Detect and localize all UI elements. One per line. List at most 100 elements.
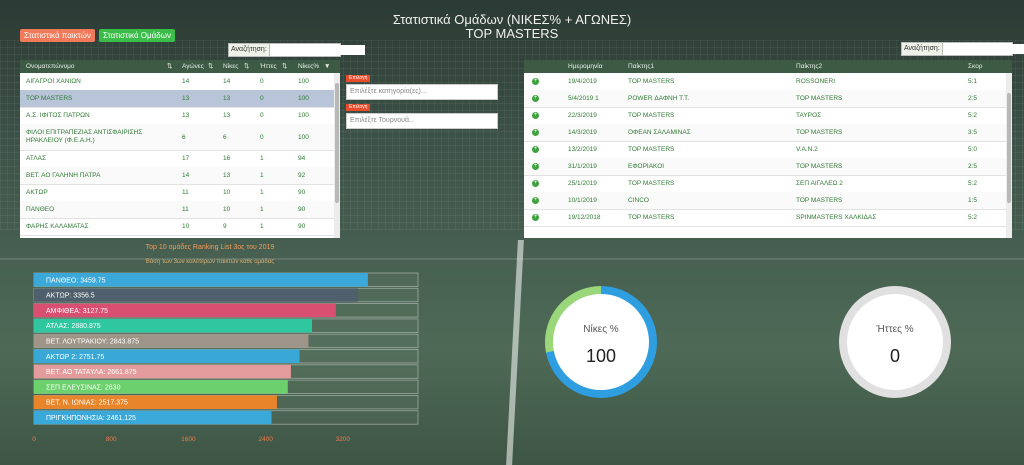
expand-row-icon[interactable]: +	[532, 180, 539, 187]
stat-cell: 100	[298, 133, 309, 141]
bar-3[interactable]	[34, 303, 336, 318]
col-wins-header[interactable]: Νίκες	[223, 63, 239, 70]
player2-cell: ΤΑΥΡΟΣ	[796, 112, 822, 119]
bar-5[interactable]	[34, 334, 309, 348]
stat-cell: 13	[223, 172, 231, 179]
teams-search-input[interactable]	[269, 45, 365, 55]
sort-icon[interactable]: ⇅	[167, 63, 173, 70]
stat-cell: 13	[182, 95, 190, 102]
player1-cell: TOP MASTERS	[628, 180, 675, 187]
table-row[interactable]: +19/4/2019 TOP MASTERS ROSSONERI 5:1	[524, 73, 1012, 91]
stat-cell: 90	[298, 206, 306, 213]
matches-search-label: Αναζήτηση:	[902, 43, 943, 55]
stat-cell: 0	[260, 95, 264, 102]
bar-9[interactable]	[34, 395, 277, 409]
stat-cell: 92	[298, 172, 306, 179]
bar-label: ΑΤΛΑΣ: 2880.875	[46, 323, 101, 330]
team-stats-button[interactable]: Στατιστικά Ομάδων	[99, 29, 175, 42]
player2-cell: TOP MASTERS	[796, 129, 843, 136]
bar-7[interactable]	[34, 364, 291, 379]
col-winpct-header[interactable]: Νίκες%	[298, 63, 320, 70]
table-row[interactable]: ΠΑΝΘΕΟ 11 10 1 90	[20, 201, 340, 219]
stat-cell: 16	[223, 155, 231, 162]
matches-scroll-thumb[interactable]	[1007, 93, 1011, 203]
stat-cell: 14	[182, 172, 190, 179]
losses-gauge-label: Ήττες %	[876, 324, 914, 335]
expand-row-icon[interactable]: +	[532, 163, 539, 170]
expand-row-icon[interactable]: +	[532, 214, 539, 221]
table-row[interactable]: +10/1/2019 CINCO TOP MASTERS 1:5	[524, 192, 1012, 210]
table-row[interactable]: ΑΚΤΩΡ 11 10 1 90	[20, 184, 340, 202]
matches-search-input[interactable]	[942, 44, 1024, 54]
table-row[interactable]: +14/3/2019 ΟΦΕΑΝ ΣΑΛΑΜΙΝΑΣ TOP MASTERS 3:5	[524, 124, 1012, 142]
tournament-select[interactable]: Επιλέξτε Τουρνουά...	[346, 113, 498, 129]
stat-cell: 0	[260, 133, 264, 141]
col-date-header[interactable]: Ημερομηνία	[568, 63, 603, 70]
matches-scrollbar[interactable]	[1006, 73, 1012, 238]
col-matches-header[interactable]: Αγώνες	[182, 63, 204, 70]
table-row[interactable]: ΑΙΓΑΓΡΟΙ ΧΑΝΙΩΝ 14 14 0 100	[20, 73, 340, 91]
x-tick-label: 3200	[336, 436, 351, 443]
stat-cell: 13	[223, 112, 231, 119]
player2-cell: ΣΕΠ ΑΙΓΑΛΕΩ 2	[796, 180, 843, 187]
score-cell: 5:0	[968, 146, 978, 153]
category-select[interactable]: Επιλέξτε κατηγορία(ες)...	[346, 84, 498, 100]
player-stats-button[interactable]: Στατιστικά παικτών	[20, 29, 95, 42]
wins-percent-gauge: Νίκες % 100	[545, 286, 657, 398]
match-date-cell: 13/2/2019	[568, 146, 597, 153]
bar-4[interactable]	[34, 318, 313, 333]
table-row[interactable]: +31/1/2019 ΕΦΟΡΙΑΚΟΙ TOP MASTERS 2:5	[524, 158, 1012, 176]
bar-2[interactable]	[34, 288, 358, 302]
table-row[interactable]: TOP MASTERS 13 13 0 100	[20, 90, 340, 108]
expand-row-icon[interactable]: +	[532, 197, 539, 204]
match-date-cell: 5/4/2019 1	[568, 95, 599, 102]
sort-icon[interactable]: ⇅	[282, 63, 288, 70]
sort-icon[interactable]: ⇅	[208, 63, 214, 70]
match-date-cell: 19/12/2018	[568, 214, 601, 221]
table-row[interactable]: ΦΙΛΟΙ ΕΠΙΤΡΑΠΕΖΙΑΣ ΑΝΤΙΣΦΑΙΡΙΣΗΣ ΗΡΑΚΛΕΙ…	[20, 124, 340, 151]
sort-desc-icon[interactable]: ▼	[324, 63, 331, 70]
page-title: Στατιστικά Ομάδων (ΝΙΚΕΣ% + ΑΓΩΝΕΣ)	[392, 12, 632, 27]
col-player2-header[interactable]: Παίκτης2	[796, 63, 823, 70]
sort-icon[interactable]: ⇅	[244, 63, 250, 70]
expand-row-icon[interactable]: +	[532, 95, 539, 102]
teams-scrollbar[interactable]	[334, 73, 340, 238]
expand-row-icon[interactable]: +	[532, 78, 539, 85]
player2-cell: TOP MASTERS	[796, 95, 843, 102]
stat-cell: 14	[223, 78, 231, 85]
table-row[interactable]: +25/1/2019 TOP MASTERS ΣΕΠ ΑΙΓΑΛΕΩ 2 5:2	[524, 175, 1012, 193]
col-name-header[interactable]: Ονοματεπώνυμο	[26, 63, 75, 70]
stat-cell: 1	[260, 223, 264, 230]
expand-row-icon[interactable]: +	[532, 112, 539, 119]
table-row[interactable]: +5/4/2019 1 POWER ΔΑΦΝΗ Τ.Τ. TOP MASTERS 2:…	[524, 90, 1012, 108]
table-row[interactable]: +13/2/2019 TOP MASTERS V.A.N.2 5:0	[524, 141, 1012, 159]
col-losses-header[interactable]: Ήττες	[260, 63, 277, 70]
score-cell: 5:1	[968, 78, 978, 85]
col-player1-header[interactable]: Παίκτης1	[628, 63, 655, 70]
expand-row-icon[interactable]: +	[532, 129, 539, 136]
table-row[interactable]: ΦΑΡΗΣ ΚΑΛΑΜΑΤΑΣ 10 9 1 90	[20, 218, 340, 236]
bar-label: ΑΜΦΙΘΕΑ: 3127.75	[46, 308, 108, 315]
bar-8[interactable]	[34, 380, 288, 394]
player1-cell: TOP MASTERS	[628, 214, 675, 221]
match-date-cell: 31/1/2019	[568, 163, 597, 170]
table-row[interactable]: ΑΤΛΑΣ 17 16 1 94	[20, 150, 340, 168]
table-row[interactable]: +19/12/2018 TOP MASTERS SPINMASTERS ΧΑΛΚΙΔ…	[524, 209, 1012, 227]
table-row[interactable]: ΒΕΤ. ΑΟ ΓΑΛΗΝΗ ΠΑΤΡΑ 14 13 1 92	[20, 167, 340, 185]
stat-cell: 10	[223, 206, 231, 213]
bar-1[interactable]	[34, 273, 368, 287]
col-score-header[interactable]: Σκορ	[968, 63, 983, 70]
player2-cell: TOP MASTERS	[796, 197, 843, 204]
bar-6[interactable]	[34, 349, 300, 364]
score-cell: 1:5	[968, 197, 978, 204]
expand-row-icon[interactable]: +	[532, 146, 539, 153]
player2-cell: TOP MASTERS	[796, 163, 843, 170]
table-row[interactable]: +22/3/2019 TOP MASTERS ΤΑΥΡΟΣ 5:2	[524, 107, 1012, 125]
bar-label: ΑΚΤΩΡ 2: 2751.75	[46, 354, 104, 361]
bar-10[interactable]	[34, 410, 272, 425]
bar-label: ΣΕΠ ΕΛΕΥΣΙΝΑΣ: 2630	[46, 384, 121, 391]
match-date-cell: 25/1/2019	[568, 180, 597, 187]
stat-cell: 11	[182, 189, 189, 196]
teams-scroll-thumb[interactable]	[335, 83, 339, 203]
table-row[interactable]: Α.Σ. ΙΦΙΤΟΣ ΠΑΤΡΩΝ 13 13 0 100	[20, 107, 340, 125]
